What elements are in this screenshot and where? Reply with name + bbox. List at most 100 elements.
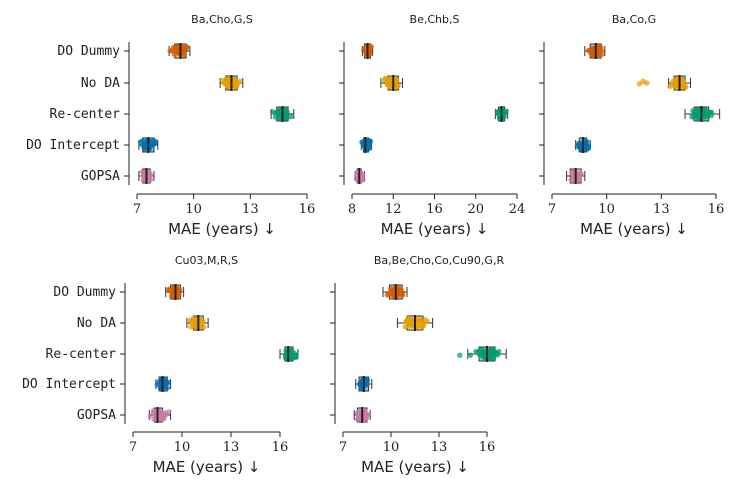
box-gopsa (566, 168, 586, 184)
data-point (274, 110, 281, 116)
data-point (384, 292, 390, 298)
data-point (708, 112, 714, 119)
panel-3: Ba,Co,G 7 10 13 16 MAE (years) ↓ (539, 13, 724, 238)
data-point (402, 324, 408, 330)
panel-1: Ba,Cho,G,S DO Dummy No DA Re-center DO Inter… (26, 13, 315, 238)
box-do-intercept (355, 376, 373, 392)
x-axis-label: MAE (years) ↓ (580, 220, 688, 238)
data-point (188, 324, 194, 330)
data-point (403, 318, 409, 324)
data-point (365, 143, 371, 149)
x-tick-label: 8 (348, 202, 356, 217)
data-point (473, 348, 479, 355)
x-tick-label: 10 (598, 202, 615, 217)
panel-4: Cu03,M,R,S DO Dummy No DA Re-center DO Inter… (22, 254, 299, 476)
box-gopsa (353, 407, 371, 423)
box-do-intercept (137, 137, 159, 153)
x-tick-label: 7 (548, 202, 556, 217)
outlier-point (643, 80, 650, 86)
data-point (574, 143, 580, 149)
category-label-gopsa: GOPSA (77, 408, 116, 423)
box-do-dummy (361, 43, 374, 59)
data-point (480, 351, 486, 357)
box-no-da (396, 315, 434, 331)
data-point (235, 80, 241, 86)
panel-title: Ba,Cho,G,S (191, 13, 253, 26)
box-re-center (279, 346, 299, 362)
data-point (674, 79, 680, 85)
x-tick-label: 13 (431, 440, 448, 455)
x-tick-label: 10 (383, 440, 400, 455)
data-point (363, 379, 370, 385)
data-point (167, 48, 173, 54)
data-point (486, 354, 492, 360)
x-axis-label: MAE (years) ↓ (361, 458, 469, 476)
x-tick-label: 10 (185, 202, 202, 217)
data-point (293, 352, 299, 358)
x-axis-label: MAE (years) ↓ (168, 220, 276, 238)
panel-title: Ba,Co,G (612, 13, 656, 26)
data-point (393, 78, 400, 84)
data-point (167, 287, 173, 293)
panel-title: Ba,Be,Cho,Co,Cu90,G,R (374, 254, 505, 267)
data-point (161, 416, 167, 422)
box-do-intercept (154, 376, 172, 392)
x-tick-label: 16 (272, 440, 289, 455)
x-tick-label: 7 (339, 440, 347, 455)
data-point (165, 409, 172, 415)
data-point (284, 115, 290, 121)
box-do-dummy (382, 284, 408, 300)
data-point (141, 172, 147, 178)
x-axis-label: MAE (years) ↓ (381, 220, 489, 238)
box-no-da (636, 75, 691, 91)
data-point (171, 48, 177, 54)
data-point (382, 75, 388, 82)
data-point (410, 319, 416, 325)
data-point (269, 109, 276, 115)
data-point (190, 316, 197, 322)
data-point (385, 81, 392, 87)
data-point (398, 287, 404, 293)
x-tick-label: 10 (174, 440, 191, 455)
x-tick-label: 24 (509, 202, 526, 217)
box-gopsa (147, 407, 172, 423)
data-point (422, 316, 428, 323)
x-tick-label: 16 (299, 202, 316, 217)
data-point (467, 352, 474, 358)
category-label-do-intercept: DO Intercept (26, 138, 120, 153)
x-tick-label: 7 (133, 202, 141, 217)
box-re-center (457, 346, 507, 362)
data-point (679, 84, 685, 91)
data-point (585, 47, 592, 54)
data-point (359, 139, 365, 145)
data-point (164, 379, 170, 385)
data-point (596, 45, 602, 51)
box-gopsa (354, 168, 366, 184)
panel-title: Be,Chb,S (410, 13, 460, 26)
data-point (226, 76, 232, 82)
data-point (219, 77, 226, 84)
data-point (400, 292, 406, 298)
box-do-dummy (165, 284, 185, 300)
x-tick-label: 16 (708, 202, 725, 217)
x-tick-label: 16 (479, 440, 496, 455)
panel-5: Ba,Be,Cho,Co,Cu90,G,R 7 10 13 16 MAE (years) … (330, 254, 507, 476)
box-re-center (269, 106, 295, 122)
data-point (418, 320, 425, 326)
box-do-intercept (574, 137, 592, 153)
data-point (154, 382, 160, 388)
data-point (150, 407, 157, 414)
data-point (702, 110, 708, 116)
box-do-dummy (584, 43, 606, 59)
data-point (667, 83, 673, 90)
data-point (477, 347, 483, 353)
data-point (367, 138, 374, 144)
box-no-da (186, 315, 209, 331)
box-no-da (219, 75, 244, 91)
data-point (283, 352, 289, 358)
category-label-do-intercept: DO Intercept (22, 377, 116, 392)
panel-title: Cu03,M,R,S (175, 254, 238, 267)
box-gopsa (138, 168, 155, 184)
data-point (691, 109, 697, 116)
category-label-do-dummy: DO Dummy (57, 44, 120, 59)
